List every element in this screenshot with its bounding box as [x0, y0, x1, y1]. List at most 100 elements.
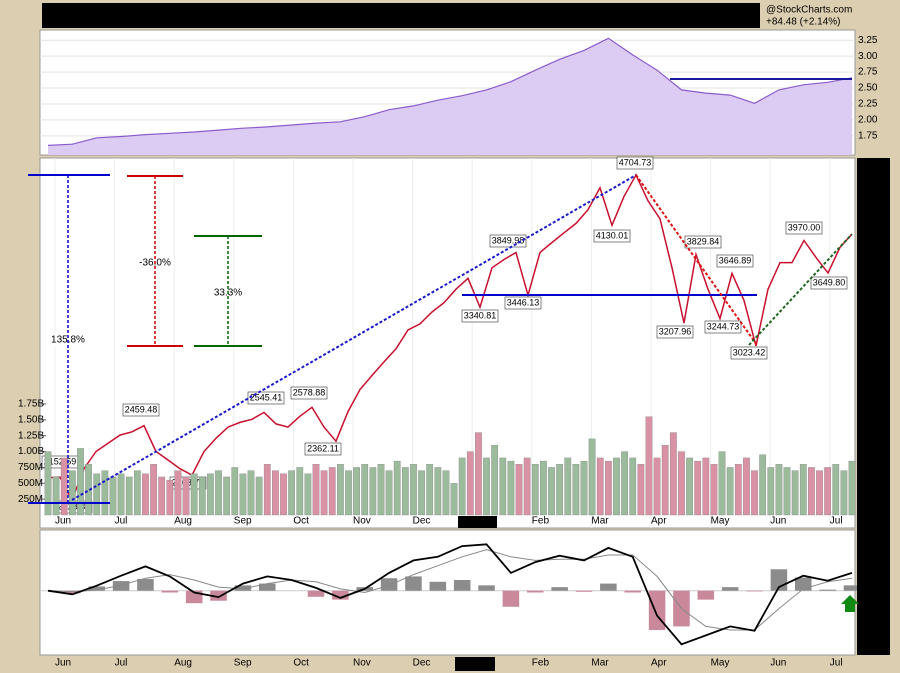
volume-bar — [336, 464, 344, 516]
volume-bar — [150, 464, 157, 516]
volume-bar — [263, 464, 271, 516]
annotation: 3023.42 — [733, 347, 766, 357]
volume-bar — [247, 470, 255, 516]
volume-bar — [418, 470, 425, 516]
volume-bar — [767, 467, 775, 516]
annotation: 3340.81 — [464, 310, 497, 320]
signal-arrow — [841, 595, 859, 612]
x-tick-label: Aug — [174, 516, 192, 527]
side-bar — [857, 158, 890, 655]
histogram-bar — [380, 578, 398, 591]
histogram-bar — [697, 590, 715, 600]
volume-bar — [60, 457, 68, 516]
volume-bar — [426, 464, 434, 516]
volume-bar — [312, 464, 320, 516]
volume-bar — [44, 451, 52, 516]
x-tick-label: Sep — [234, 516, 252, 527]
y-tick-label: 1.25B — [18, 430, 44, 441]
histogram-bar — [575, 590, 593, 592]
x-tick-label: Jul — [115, 658, 128, 669]
volume-bar — [775, 464, 783, 516]
volume-bar — [548, 467, 555, 516]
y-tick-label: 500M — [18, 478, 43, 489]
x-tick-label: Mar — [591, 658, 609, 669]
volume-bar — [799, 464, 807, 516]
volume-bar — [207, 473, 214, 516]
volume-bar — [385, 470, 393, 516]
y-tick-label: 3.25 — [858, 35, 878, 46]
x-tick-label: Apr — [651, 658, 667, 669]
volume-bar — [450, 483, 458, 516]
volume-bar — [840, 470, 848, 516]
x-tick-label: Dec — [413, 516, 431, 527]
histogram-bar — [746, 590, 763, 592]
annotation: 2362.11 — [307, 443, 339, 453]
volume-bar — [499, 457, 507, 516]
area — [48, 38, 852, 155]
volume-bar — [629, 457, 637, 516]
y-tick-label: 2.00 — [858, 115, 878, 126]
histogram-bar — [526, 590, 544, 593]
annotation-box — [593, 229, 631, 243]
volume-bar — [458, 457, 466, 516]
histogram-bar — [429, 581, 447, 591]
annotation-box — [247, 391, 285, 405]
volume-bar — [816, 470, 823, 516]
annotation-box — [122, 403, 160, 417]
x-tick-label: Jun — [770, 658, 786, 669]
x-tick-label: Mar — [591, 516, 609, 527]
change-label: +84.48 (+2.14%) — [766, 17, 841, 28]
volume-bar — [596, 457, 604, 516]
y-tick-label: 2.50 — [858, 83, 878, 94]
macd-line — [47, 549, 853, 631]
volume-bar — [198, 476, 206, 516]
volume-bar — [320, 470, 328, 516]
x-tick-label: Dec — [413, 658, 431, 669]
annotation: 3446.13 — [507, 297, 540, 307]
mask — [455, 657, 495, 671]
x-tick-label: Nov — [353, 516, 371, 527]
histogram-bar — [502, 590, 520, 607]
volume-bar — [215, 470, 222, 516]
volume-bar — [52, 476, 60, 516]
annotation: 2545.41 — [250, 392, 283, 402]
histogram-bar — [307, 590, 325, 597]
volume-bar — [604, 460, 612, 516]
macd-line — [47, 543, 853, 646]
y-tick-label: 2.25 — [858, 99, 878, 110]
volume-bar — [669, 432, 677, 516]
volume-bar — [353, 467, 360, 516]
volume-bar — [190, 473, 198, 516]
price-line — [47, 173, 853, 502]
mask — [458, 516, 497, 528]
volume-bar — [718, 451, 726, 516]
watermark: @StockCharts.com — [766, 5, 852, 16]
volume-bar — [142, 473, 149, 516]
volume-bar — [133, 470, 141, 516]
y-tick-label: 2.75 — [858, 67, 878, 78]
drawings — [28, 78, 853, 504]
annotation-box — [810, 276, 848, 290]
volume-bar — [580, 460, 588, 516]
volume-bar — [345, 470, 352, 516]
annotation-box — [730, 346, 768, 360]
volume-bar — [694, 460, 702, 516]
annotation-box — [304, 442, 342, 456]
x-tick-label: Aug — [174, 658, 192, 669]
annotation: 4704.73 — [619, 157, 652, 167]
volume-bar — [255, 476, 263, 516]
x-tick-label: Jun — [770, 516, 786, 527]
volume-bar — [523, 457, 531, 516]
y-tick-label: 1.75 — [858, 131, 878, 142]
volume-bar — [166, 479, 174, 516]
y-tick-label: 3.00 — [858, 51, 878, 62]
volume-bar — [759, 454, 767, 516]
volume-bar — [564, 457, 572, 516]
histogram-bar — [843, 585, 861, 591]
annotation: 2152.59 — [44, 456, 77, 466]
volume-bar — [272, 470, 279, 516]
volume-bar — [645, 416, 653, 516]
annotation-box — [656, 325, 694, 339]
volume-bar — [377, 464, 385, 516]
volume-bar — [77, 448, 84, 516]
